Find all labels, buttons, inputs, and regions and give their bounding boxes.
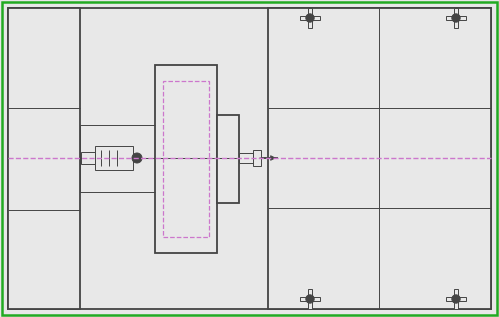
Bar [454,8,458,28]
Bar [239,153,253,163]
Bar [446,16,466,20]
Circle shape [452,14,460,22]
Bar [155,65,217,253]
Bar [308,289,312,309]
Bar [253,150,261,166]
Bar [268,8,491,309]
Bar [163,81,209,237]
Bar [81,152,95,164]
Bar [95,146,133,170]
Circle shape [306,295,314,303]
Bar [217,115,239,203]
Bar [446,297,466,301]
Bar [308,8,312,28]
Circle shape [452,295,460,303]
Bar [300,297,320,301]
Circle shape [132,153,142,163]
Bar [454,289,458,309]
Circle shape [306,14,314,22]
Bar [8,8,80,309]
Bar [300,16,320,20]
